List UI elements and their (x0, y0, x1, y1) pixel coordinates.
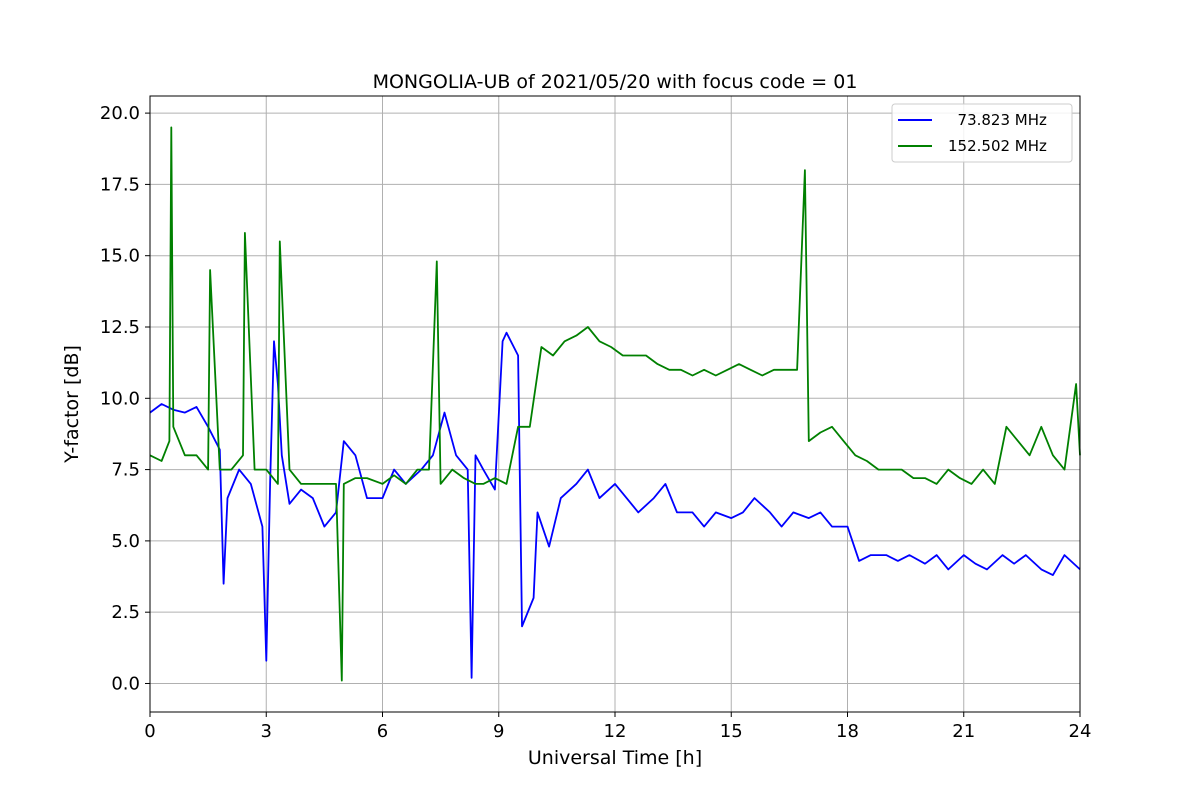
x-tick-label: 0 (144, 721, 155, 742)
y-tick-label: 7.5 (111, 460, 140, 481)
x-tick-label: 12 (604, 721, 627, 742)
x-tick-label: 21 (952, 721, 975, 742)
x-tick-label: 18 (836, 721, 859, 742)
y-tick-label: 15.0 (100, 246, 140, 267)
legend-box (891, 103, 1073, 163)
chart-title: MONGOLIA-UB of 2021/05/20 with focus cod… (373, 71, 858, 93)
x-tick-label: 3 (261, 721, 272, 742)
y-tick-label: 5.0 (111, 531, 140, 552)
x-tick-label: 15 (720, 721, 743, 742)
x-tick-label: 24 (1069, 721, 1092, 742)
series-layer (149, 126, 1081, 682)
y-tick-label: 20.0 (100, 103, 140, 124)
y-tick-label: 10.0 (100, 388, 140, 409)
legend-label: 73.823 MHz (948, 111, 1047, 129)
y-tick-label: 2.5 (111, 602, 140, 623)
series-line-1 (149, 331, 1081, 679)
y-tick-label: 17.5 (100, 174, 140, 195)
legend-label: 152.502 MHz (948, 137, 1047, 155)
tick-layer: 0 3 6 9 12 15 18 21 24 0.0 2.5 5.0 7.5 10.0 12.5 15.0 17… (100, 103, 1092, 742)
legend: 73.823 MHz 152.502 MHz (891, 103, 1073, 163)
series-line-2 (149, 126, 1081, 682)
y-tick-label: 12.5 (100, 317, 140, 338)
x-tick-label: 9 (493, 721, 504, 742)
x-tick-label: 6 (377, 721, 388, 742)
y-tick-label: 0.0 (111, 673, 140, 694)
x-axis-label: Universal Time [h] (528, 747, 702, 769)
y-axis-label: Y-factor [dB] (61, 345, 83, 464)
